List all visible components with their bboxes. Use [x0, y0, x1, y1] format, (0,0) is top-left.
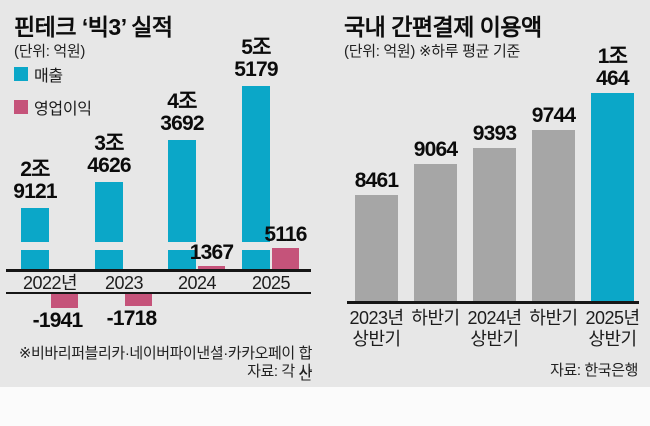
revenue-bar	[95, 182, 123, 272]
operating-profit-negative-bar	[51, 294, 78, 308]
revenue-legend-label: 매출	[34, 68, 63, 85]
revenue-value-label: 5조 5179	[234, 36, 278, 81]
operating-profit-negative-bar	[125, 294, 152, 306]
payment-bar	[355, 195, 398, 303]
payment-value-label: 9744	[531, 104, 576, 127]
payment-value-label: 9393	[472, 122, 517, 145]
axis-break-notch	[168, 242, 196, 250]
operating-profit-value-label: 1367	[189, 241, 234, 264]
payment-bar-highlight	[591, 93, 634, 303]
fintech-legend: 매출 영업이익	[14, 62, 92, 119]
fintech-x-label: 2023	[104, 273, 144, 293]
revenue-value-label: 4조 3692	[160, 90, 204, 135]
revenue-value-label: 2조 9121	[13, 158, 57, 203]
operating-profit-value-label: 5116	[264, 223, 307, 246]
payments-baseline	[347, 301, 639, 304]
revenue-swatch	[14, 67, 28, 81]
operating-profit-legend-label: 영업이익	[34, 101, 92, 118]
revenue-bar	[242, 86, 270, 272]
operating-profit-value-label: -1941	[32, 309, 84, 332]
payment-bar	[532, 130, 575, 303]
operating-profit-bar	[272, 248, 299, 272]
fintech-source: 자료: 각 사	[247, 363, 312, 380]
payments-x-label: 하반기	[411, 308, 460, 328]
payment-value-label: 9064	[413, 138, 458, 161]
payments-x-label: 하반기	[529, 308, 578, 328]
fintech-lower-axis-line	[6, 292, 311, 294]
axis-break-notch	[21, 242, 49, 250]
fintech-x-label: 2024	[177, 273, 217, 293]
fintech-unit: (단위: 억원)	[14, 43, 86, 60]
fintech-x-label: 2025	[251, 273, 291, 293]
operating-profit-value-label: -1718	[106, 307, 158, 330]
payment-value-label: 1조 464	[596, 45, 629, 90]
fintech-footnote: ※비바리퍼블리카·네이버파이낸셜·카카오페이 합산	[18, 345, 313, 383]
operating-profit-swatch	[14, 100, 28, 114]
payments-x-label: 2024년 상반기	[467, 308, 522, 349]
revenue-bar	[168, 140, 196, 272]
fintech-baseline	[6, 269, 311, 272]
legend-item-revenue: 매출	[14, 62, 92, 86]
payment-bar	[414, 164, 457, 303]
payment-bar	[473, 148, 516, 303]
fintech-x-label: 2022년	[22, 273, 78, 293]
axis-break-notch	[95, 242, 123, 250]
payments-source: 자료: 한국은행	[550, 362, 638, 379]
payments-title: 국내 간편결제 이용액	[344, 14, 542, 40]
payments-x-label: 2023년 상반기	[349, 308, 404, 349]
payments-unit: (단위: 억원) ※하루 평균 기준	[344, 43, 520, 60]
revenue-bar	[21, 208, 49, 272]
fintech-title: 핀테크 ‘빅3’ 실적	[14, 14, 173, 40]
revenue-value-label: 3조 4626	[87, 132, 131, 177]
payment-value-label: 8461	[354, 169, 399, 192]
axis-break-notch	[242, 242, 270, 250]
legend-item-operating-profit: 영업이익	[14, 95, 92, 119]
payments-x-label: 2025년 상반기	[585, 308, 640, 349]
